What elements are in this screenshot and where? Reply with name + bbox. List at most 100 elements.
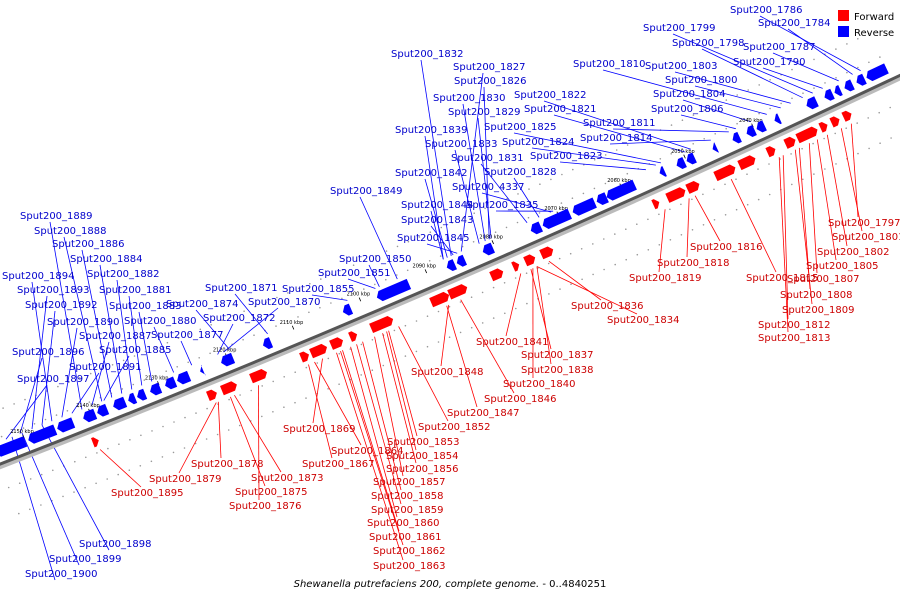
reverse-gene-label: Sput200_1872 bbox=[203, 313, 276, 324]
guide-dots bbox=[0, 32, 892, 515]
forward-gene-arrow bbox=[206, 389, 217, 401]
forward-gene-label: Sput200_1867 bbox=[302, 459, 375, 470]
reverse-gene-label: Sput200_1851 bbox=[318, 268, 391, 279]
reverse-gene-arrow bbox=[530, 221, 543, 235]
reverse-gene-label: Sput200_1874 bbox=[166, 299, 239, 310]
forward-gene-label: Sput200_1856 bbox=[386, 464, 459, 475]
reverse-gene-label: Sput200_1830 bbox=[433, 93, 506, 104]
forward-gene-label: Sput200_1846 bbox=[484, 394, 557, 405]
scale-tick-label: 2060 kbp bbox=[607, 178, 631, 184]
forward-gene-label: Sput200_1853 bbox=[387, 437, 460, 448]
reverse-gene-label: Sput200_1888 bbox=[34, 226, 107, 237]
forward-gene-label: Sput200_1836 bbox=[571, 301, 644, 312]
reverse-gene-label: Sput200_1828 bbox=[484, 167, 557, 178]
forward-gene-label: Sput200_1838 bbox=[521, 365, 594, 376]
reverse-gene-label: Sput200_1887 bbox=[79, 331, 152, 342]
forward-gene-arrow bbox=[429, 291, 450, 308]
reverse-gene-arrow bbox=[83, 408, 98, 423]
reverse-gene-arrow bbox=[128, 392, 138, 405]
reverse-gene-label: Sput200_1881 bbox=[99, 285, 172, 296]
scale-tick-label: 2150 kbp bbox=[10, 429, 34, 435]
forward-gene-label: Sput200_1808 bbox=[780, 290, 853, 301]
reverse-gene-label: Sput200_1900 bbox=[25, 569, 98, 580]
reverse-gene-label: Sput200_1880 bbox=[124, 316, 197, 327]
reverse-gene-arrow bbox=[376, 278, 412, 302]
reverse-gene-arrow bbox=[756, 120, 767, 133]
reverse-gene-arrow bbox=[57, 417, 76, 433]
reverse-gene-label: Sput200_1799 bbox=[643, 23, 716, 34]
reverse-gene-label: Sput200_1787 bbox=[743, 42, 816, 53]
forward-gene-label: Sput200_1852 bbox=[418, 422, 491, 433]
reverse-gene-label: Sput200_1842 bbox=[395, 168, 468, 179]
reverse-gene-label: Sput200_1833 bbox=[425, 139, 498, 150]
forward-gene-label: Sput200_1854 bbox=[386, 451, 459, 462]
reverse-gene-label: Sput200_1892 bbox=[25, 300, 98, 311]
reverse-gene-arrow bbox=[165, 376, 178, 390]
reverse-gene-label: Sput200_1894 bbox=[2, 271, 75, 282]
legend-forward-label: Forward bbox=[854, 12, 894, 23]
reverse-gene-label: Sput200_1883 bbox=[109, 301, 182, 312]
reverse-gene-label: Sput200_1784 bbox=[758, 18, 831, 29]
reverse-gene-label: Sput200_1798 bbox=[672, 38, 745, 49]
reverse-gene-label: Sput200_1821 bbox=[524, 104, 597, 115]
reverse-gene-label: Sput200_4337 bbox=[452, 182, 525, 193]
forward-gene-arrow bbox=[737, 155, 756, 171]
forward-gene-label: Sput200_1879 bbox=[149, 474, 222, 485]
reverse-gene-arrow bbox=[866, 63, 889, 82]
scale-tick-label: 2050 kbp bbox=[671, 149, 695, 155]
forward-gene-arrow bbox=[685, 181, 700, 194]
forward-gene-arrow bbox=[713, 164, 736, 182]
reverse-gene-label: Sput200_1827 bbox=[453, 62, 526, 73]
forward-gene-label: Sput200_1812 bbox=[758, 320, 831, 331]
reverse-gene-arrow bbox=[177, 370, 192, 385]
forward-gene-arrow bbox=[369, 316, 394, 333]
forward-gene-label: Sput200_1840 bbox=[503, 379, 576, 390]
forward-gene-label: Sput200_1858 bbox=[371, 491, 444, 502]
forward-gene-arrow bbox=[539, 246, 554, 260]
legend-forward-swatch bbox=[838, 10, 849, 21]
reverse-gene-label: Sput200_1877 bbox=[151, 330, 224, 341]
forward-gene-label: Sput200_1841 bbox=[476, 337, 549, 348]
caption-organism: Shewanella putrefaciens 200, complete ge… bbox=[294, 579, 540, 590]
scale-tick-label: 2100 kbp bbox=[347, 292, 371, 298]
forward-gene-label: Sput200_1863 bbox=[373, 561, 446, 572]
forward-gene-arrow bbox=[249, 369, 267, 384]
forward-gene-label: Sput200_1848 bbox=[411, 367, 484, 378]
forward-gene-label: Sput200_1834 bbox=[607, 315, 680, 326]
forward-gene-label: Sput200_1816 bbox=[690, 242, 763, 253]
reverse-gene-label: Sput200_1855 bbox=[282, 284, 355, 295]
reverse-gene-label: Sput200_1832 bbox=[391, 49, 464, 60]
reverse-gene-arrow bbox=[806, 96, 819, 110]
reverse-gene-label: Sput200_1811 bbox=[583, 118, 656, 129]
reverse-gene-label: Sput200_1844 bbox=[401, 200, 474, 211]
reverse-gene-label: Sput200_1806 bbox=[651, 104, 724, 115]
forward-gene-label: Sput200_1801 bbox=[832, 232, 900, 243]
forward-gene-label: Sput200_1797 bbox=[828, 218, 900, 229]
forward-gene-label: Sput200_1878 bbox=[191, 459, 264, 470]
reverse-gene-label: Sput200_1822 bbox=[514, 90, 587, 101]
forward-gene-label: Sput200_1807 bbox=[787, 274, 860, 285]
forward-gene-label: Sput200_1860 bbox=[367, 518, 440, 529]
reverse-gene-label: Sput200_1814 bbox=[580, 133, 653, 144]
forward-gene-label: Sput200_1864 bbox=[331, 446, 404, 457]
reverse-gene-arrow bbox=[263, 337, 274, 350]
reverse-gene-arrow bbox=[746, 125, 757, 137]
forward-gene-arrow bbox=[795, 126, 818, 144]
reverse-gene-label: Sput200_1886 bbox=[52, 239, 125, 250]
forward-gene-label: Sput200_1837 bbox=[521, 350, 594, 361]
forward-gene-label: Sput200_1818 bbox=[657, 258, 730, 269]
reverse-gene-arrow bbox=[150, 382, 163, 396]
legend-reverse-label: Reverse bbox=[854, 28, 894, 39]
reverse-gene-label: Sput200_1839 bbox=[395, 125, 468, 136]
gene-features bbox=[0, 63, 889, 457]
scale-ticks: 2040 kbp 2050 kbp 2060 kbp 2070 kbp 2080 kbp… bbox=[10, 118, 763, 439]
reverse-gene-label: Sput200_1803 bbox=[645, 61, 718, 72]
reverse-gene-label: Sput200_1885 bbox=[99, 345, 172, 356]
reverse-gene-label: Sput200_1824 bbox=[502, 137, 575, 148]
forward-gene-label: Sput200_1876 bbox=[229, 501, 302, 512]
reverse-gene-arrow bbox=[456, 254, 467, 267]
reverse-gene-label: Sput200_1896 bbox=[12, 347, 85, 358]
reverse-gene-arrow bbox=[732, 131, 742, 144]
legend: Forward Reverse bbox=[838, 10, 894, 39]
reverse-gene-label: Sput200_1835 bbox=[466, 200, 539, 211]
